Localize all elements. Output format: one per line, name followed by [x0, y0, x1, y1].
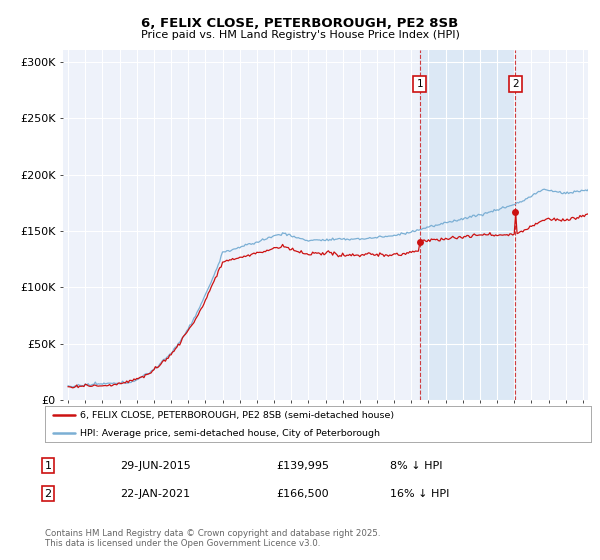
Text: 22-JAN-2021: 22-JAN-2021: [120, 489, 190, 499]
Text: 2: 2: [512, 80, 519, 89]
Text: 29-JUN-2015: 29-JUN-2015: [120, 461, 191, 471]
Text: 16% ↓ HPI: 16% ↓ HPI: [390, 489, 449, 499]
Bar: [420, 50, 515, 400]
Text: 1: 1: [44, 461, 52, 471]
Text: 1: 1: [416, 80, 423, 89]
Text: £139,995: £139,995: [276, 461, 329, 471]
Text: 6, FELIX CLOSE, PETERBOROUGH, PE2 8SB: 6, FELIX CLOSE, PETERBOROUGH, PE2 8SB: [142, 17, 458, 30]
Text: 8% ↓ HPI: 8% ↓ HPI: [390, 461, 443, 471]
Text: HPI: Average price, semi-detached house, City of Peterborough: HPI: Average price, semi-detached house,…: [80, 429, 380, 438]
Text: 6, FELIX CLOSE, PETERBOROUGH, PE2 8SB (semi-detached house): 6, FELIX CLOSE, PETERBOROUGH, PE2 8SB (s…: [80, 410, 395, 419]
Text: 2: 2: [44, 489, 52, 499]
Text: Contains HM Land Registry data © Crown copyright and database right 2025.
This d: Contains HM Land Registry data © Crown c…: [45, 529, 380, 548]
Text: £166,500: £166,500: [276, 489, 329, 499]
Text: Price paid vs. HM Land Registry's House Price Index (HPI): Price paid vs. HM Land Registry's House …: [140, 30, 460, 40]
